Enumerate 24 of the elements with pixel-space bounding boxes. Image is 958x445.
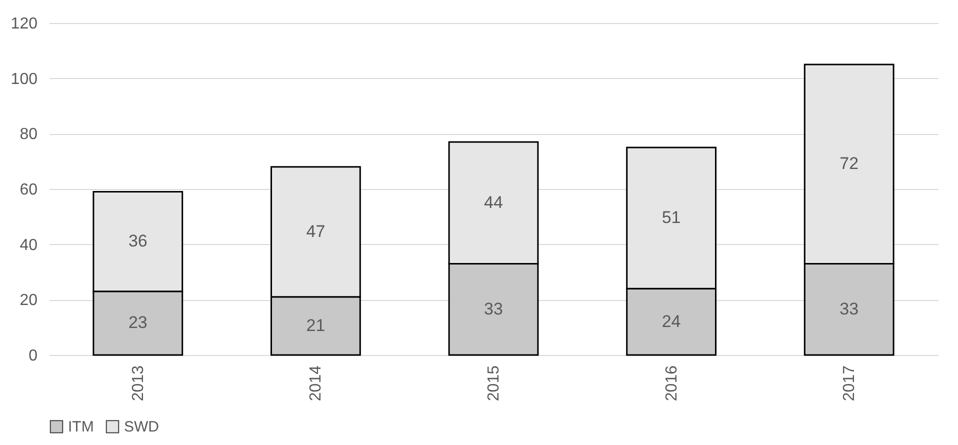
data-label: 51: [662, 208, 681, 228]
y-tick-label: 120: [10, 16, 38, 32]
data-label: 33: [840, 299, 859, 318]
y-tick-label: 60: [20, 182, 38, 198]
data-label: 24: [662, 312, 681, 331]
y-tick-label: 0: [28, 348, 38, 364]
data-label: 72: [840, 154, 859, 174]
x-tick-label: 2013: [130, 365, 147, 402]
x-tick-label: 2015: [486, 365, 502, 402]
y-tick-label: 40: [20, 236, 38, 254]
data-label: 36: [128, 232, 148, 251]
x-tick-label: 2014: [308, 365, 325, 402]
x-tick-label: 2017: [841, 365, 858, 402]
legend-label: SWD: [124, 418, 160, 436]
y-tick-label: 100: [10, 70, 38, 88]
data-label: 21: [306, 316, 326, 335]
y-tick-label: 20: [20, 292, 38, 310]
legend-label: ITM: [68, 418, 94, 436]
x-tick-label: 2016: [663, 365, 680, 402]
y-tick-label: 80: [20, 126, 38, 144]
data-label: 23: [128, 313, 148, 332]
data-label: 33: [484, 299, 503, 318]
data-label: 44: [484, 192, 503, 212]
data-label: 47: [306, 222, 326, 241]
